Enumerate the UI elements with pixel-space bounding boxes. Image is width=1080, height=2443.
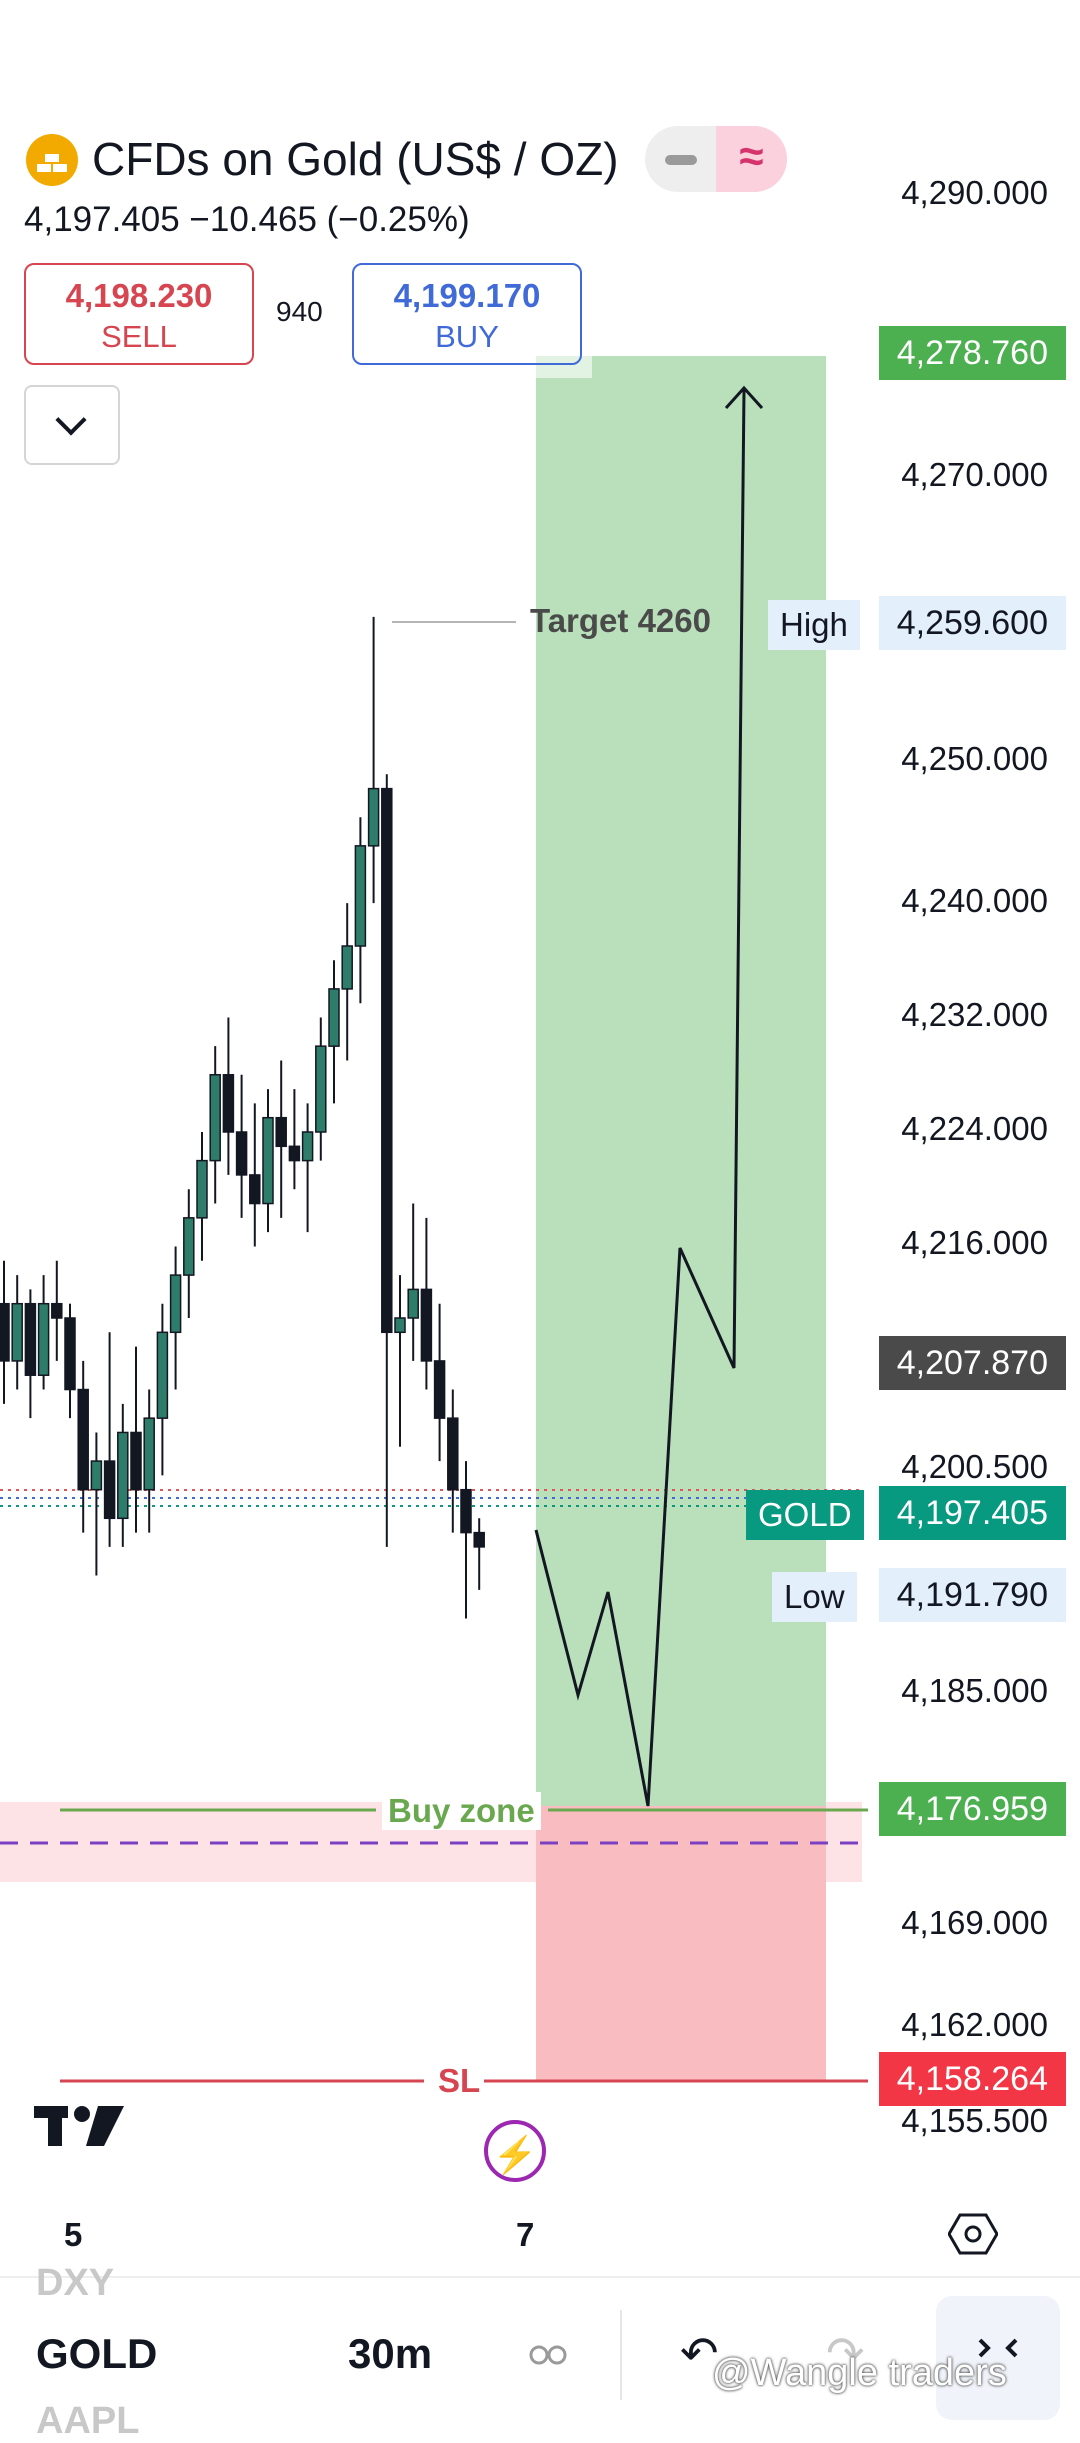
candle-body <box>407 1288 419 1319</box>
candle-body <box>301 1131 314 1162</box>
candle-body <box>90 1460 103 1491</box>
candle-body <box>156 1331 169 1419</box>
next-symbol[interactable]: AAPL <box>36 2400 140 2442</box>
candle-body <box>367 787 380 847</box>
bottom-toolbar <box>0 2276 1080 2438</box>
buy-zone-annotation[interactable]: Buy zone <box>382 1792 541 1830</box>
chevron-down-icon[interactable] <box>24 385 120 465</box>
candle-body <box>130 1431 142 1491</box>
candle-body <box>0 1302 10 1362</box>
projection-arrowhead <box>724 385 764 410</box>
price-axis-label: 4,185.000 <box>901 1672 1048 1709</box>
candle-body <box>341 945 353 990</box>
sl-annotation[interactable]: SL <box>438 2062 481 2099</box>
candle-body <box>143 1417 155 1491</box>
candle-body <box>328 988 340 1047</box>
price-axis-label: 4,270.000 <box>901 456 1048 493</box>
price-axis-label: 4,224.000 <box>901 1110 1048 1147</box>
tradingview-logo-icon <box>34 2100 126 2155</box>
lightning-icon[interactable]: ⚡ <box>484 2120 546 2182</box>
candle-body <box>209 1074 221 1162</box>
candle-body <box>196 1159 208 1219</box>
candle-body <box>460 1488 472 1534</box>
countdown-price-tag: 4,207.870 <box>878 1336 1066 1390</box>
gold-logo-icon <box>26 134 78 186</box>
target-price-tag[interactable]: 4,278.760 <box>878 326 1066 380</box>
price-axis-label: 4,232.000 <box>901 996 1048 1033</box>
redo-icon[interactable]: ↷ <box>826 2327 865 2379</box>
candle-body <box>222 1074 235 1133</box>
candle-body <box>354 845 367 947</box>
last-price-tag: 4,197.405 <box>878 1486 1066 1540</box>
candle-body <box>473 1531 485 1548</box>
symbol-selector[interactable]: GOLD <box>36 2330 158 2377</box>
price-axis-label: 4,240.000 <box>901 882 1048 919</box>
candle-body <box>447 1417 459 1491</box>
price-axis-label: 4,155.500 <box>901 2102 1048 2139</box>
symbol-label-tag: GOLD <box>746 1490 866 1540</box>
candle-body <box>117 1431 129 1520</box>
candle-body <box>77 1388 89 1491</box>
buy-price-tag[interactable]: 4,176.959 <box>878 1782 1066 1836</box>
compare-icon[interactable] <box>526 2340 570 2375</box>
profit-zone[interactable] <box>536 356 826 1806</box>
candle-body <box>394 1317 406 1334</box>
candle-body <box>103 1460 116 1520</box>
candle-body <box>433 1360 446 1419</box>
candle-body <box>235 1131 248 1176</box>
settings-hexagon-icon[interactable] <box>947 2212 999 2261</box>
candle-body <box>11 1302 23 1362</box>
sell-price: 4,198.230 <box>65 277 213 314</box>
candle-body <box>275 1116 287 1148</box>
minimize-icon[interactable] <box>645 126 716 192</box>
sl-price-tag[interactable]: 4,158.264 <box>878 2052 1066 2106</box>
buy-price: 4,199.170 <box>393 277 541 314</box>
stop-loss-zone[interactable] <box>536 1806 826 2081</box>
candle-body <box>183 1217 195 1276</box>
price-axis-label: 4,216.000 <box>901 1224 1048 1261</box>
candlestick-series[interactable] <box>0 616 485 1619</box>
high-label: High <box>768 600 860 650</box>
price-axis-label: 4,290.000 <box>901 174 1048 211</box>
candle-body <box>288 1145 301 1162</box>
candle-body <box>51 1302 63 1319</box>
price-axis-label: 4,169.000 <box>901 1904 1048 1941</box>
buy-label: BUY <box>435 319 499 354</box>
approx-icon[interactable]: ≈ <box>716 126 787 192</box>
candle-body <box>169 1274 182 1334</box>
spread-value: 940 <box>276 296 323 327</box>
candle-body <box>262 1116 274 1205</box>
fullscreen-button[interactable] <box>936 2296 1060 2420</box>
candle-body <box>24 1302 37 1376</box>
sell-label: SELL <box>101 319 177 354</box>
low-price-tag: 4,191.790 <box>878 1568 1066 1622</box>
candle-body <box>315 1045 327 1133</box>
fullscreen-icon <box>978 2338 1018 2358</box>
time-axis-label: 5 <box>64 2216 83 2253</box>
buy-button[interactable]: 4,199.170 BUY <box>352 263 582 365</box>
price-axis-label: 4,162.000 <box>901 2006 1048 2043</box>
symbol-title[interactable]: CFDs on Gold (US$ / OZ) <box>92 133 619 185</box>
undo-icon[interactable]: ↶ <box>680 2327 719 2379</box>
projection-path[interactable] <box>534 389 746 1807</box>
price-change-readout: 4,197.405 −10.465 (−0.25%) <box>24 200 470 239</box>
sell-button[interactable]: 4,198.230 SELL <box>24 263 254 365</box>
time-axis-label: 7 <box>516 2216 535 2253</box>
low-label: Low <box>772 1572 857 1622</box>
candle-body <box>420 1288 433 1362</box>
toolbar-divider <box>620 2310 622 2400</box>
price-axis-label: 4,250.000 <box>901 740 1048 777</box>
candle-body <box>381 787 393 1334</box>
target-annotation[interactable]: Target 4260 <box>530 602 711 639</box>
prev-symbol[interactable]: DXY <box>36 2262 115 2304</box>
price-axis-label: 4,200.500 <box>901 1448 1048 1485</box>
candle-body <box>64 1317 76 1391</box>
high-price-tag: 4,259.600 <box>878 596 1066 650</box>
interval-selector[interactable]: 30m <box>348 2330 433 2377</box>
candle-body <box>37 1302 50 1376</box>
watermark: @Wangle traders <box>712 2352 1007 2394</box>
chart-mode-toggle[interactable]: ≈ <box>645 126 787 192</box>
candle-body <box>249 1174 261 1205</box>
